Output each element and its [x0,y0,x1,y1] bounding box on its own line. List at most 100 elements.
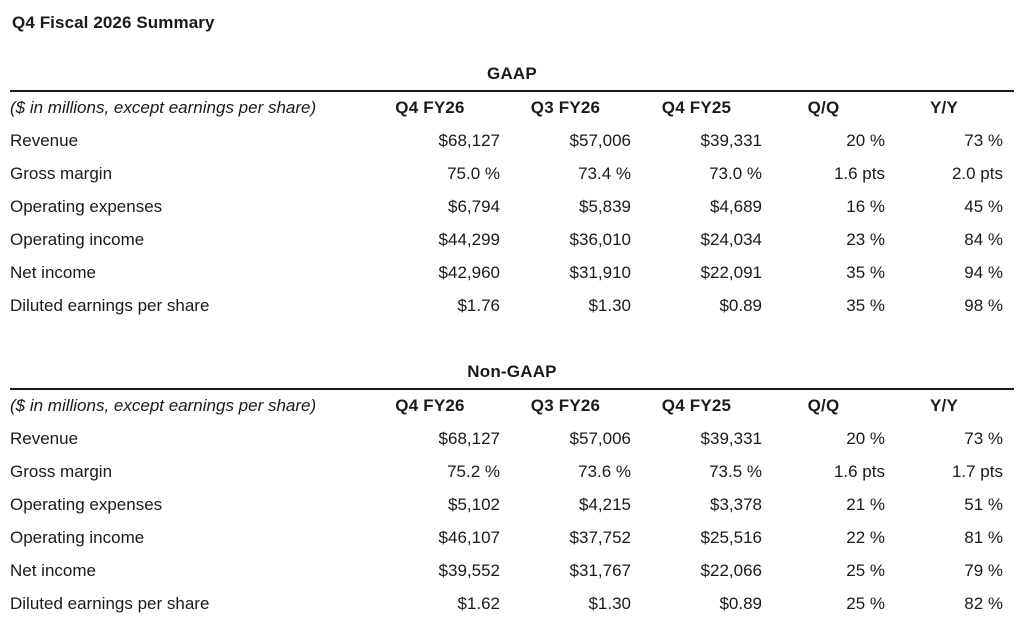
column-header: Y/Y [929,396,958,415]
cell-value: $6,794 [448,196,500,216]
cell-value: $37,752 [569,527,631,547]
cell-value: 1.6 pts [833,461,885,481]
cell-value: 73 % [964,428,1003,448]
non-gaap-table-title: Non-GAAP [467,362,557,381]
table-row: Revenue $68,127 $57,006 $39,331 20 % 73 % [10,422,1014,455]
column-header: Q3 FY26 [530,396,601,415]
row-label: Operating expenses [10,196,163,216]
table-row: Revenue $68,127 $57,006 $39,331 20 % 73 % [10,124,1014,157]
cell-value: $68,127 [438,428,500,448]
cell-value: $44,299 [438,229,500,249]
cell-value: 25 % [846,560,885,580]
cell-value: $4,689 [710,196,762,216]
cell-value: 84 % [964,229,1003,249]
row-label: Net income [10,560,96,580]
row-label: Operating income [10,527,145,547]
row-label: Revenue [10,130,79,150]
cell-value: $3,378 [710,494,762,514]
cell-value: 73.6 % [578,461,631,481]
cell-value: 1.6 pts [833,163,885,183]
table-header-row: ($ in millions, except earnings per shar… [10,389,1014,422]
cell-value: $1.62 [457,593,500,613]
cell-value: 94 % [964,262,1003,282]
table-row: Gross margin 75.2 % 73.6 % 73.5 % 1.6 pts 1.7… [10,455,1014,488]
cell-value: 73.4 % [578,163,631,183]
table-row: Diluted earnings per share $1.62 $1.30 $0.8… [10,587,1014,620]
cell-value: 81 % [964,527,1003,547]
cell-value: 75.0 % [447,163,500,183]
non-gaap-table: ($ in millions, except earnings per shar… [10,388,1014,620]
column-header: Q4 FY25 [661,396,732,415]
cell-value: 98 % [964,295,1003,315]
cell-value: $46,107 [438,527,500,547]
row-label: Operating expenses [10,494,163,514]
row-label: Diluted earnings per share [10,593,210,613]
cell-value: $31,767 [569,560,631,580]
column-header: Q3 FY26 [530,98,601,117]
cell-value: 82 % [964,593,1003,613]
table-row: Operating income $44,299 $36,010 $24,034 23 … [10,223,1014,256]
cell-value: 35 % [846,295,885,315]
cell-value: 20 % [846,428,885,448]
cell-value: $57,006 [569,428,631,448]
row-label: Operating income [10,229,145,249]
cell-value: $39,331 [700,130,762,150]
cell-value: 23 % [846,229,885,249]
cell-value: 22 % [846,527,885,547]
row-label: Revenue [10,428,79,448]
column-header: Q/Q [807,98,840,117]
column-header: Q4 FY26 [395,98,465,117]
table-row: Gross margin 75.0 % 73.4 % 73.0 % 1.6 pts 2.0… [10,157,1014,190]
cell-value: $0.89 [719,593,762,613]
column-header: Q4 FY26 [395,396,465,415]
cell-value: 73 % [964,130,1003,150]
cell-value: $57,006 [569,130,631,150]
cell-value: 2.0 pts [951,163,1003,183]
cell-value: $22,091 [700,262,762,282]
table-row: Diluted earnings per share $1.76 $1.30 $0.8… [10,289,1014,322]
table-header-row: ($ in millions, except earnings per shar… [10,91,1014,124]
cell-value: $42,960 [438,262,500,282]
column-header: Q/Q [807,396,840,415]
cell-value: 73.5 % [709,461,762,481]
cell-value: $0.89 [719,295,762,315]
cell-value: $31,910 [569,262,631,282]
cell-value: $4,215 [579,494,631,514]
row-label: Gross margin [10,163,113,183]
cell-value: $36,010 [569,229,631,249]
cell-value: $1.30 [588,593,631,613]
cell-value: $22,066 [700,560,762,580]
cell-value: $39,552 [438,560,500,580]
cell-value: 79 % [964,560,1003,580]
column-header: Q4 FY25 [661,98,732,117]
units-note: ($ in millions, except earnings per shar… [10,396,317,415]
cell-value: 51 % [964,494,1003,514]
cell-value: 20 % [846,130,885,150]
cell-value: 73.0 % [709,163,762,183]
table-row: Operating income $46,107 $37,752 $25,516 22 … [10,521,1014,554]
cell-value: $5,102 [448,494,500,514]
gaap-table-title: GAAP [487,64,537,83]
cell-value: $1.30 [588,295,631,315]
cell-value: 45 % [964,196,1003,216]
units-note: ($ in millions, except earnings per shar… [10,98,317,117]
row-label: Gross margin [10,461,113,481]
row-label: Net income [10,262,96,282]
non-gaap-section: Non-GAAP ($ in millions, except earnings… [0,362,1024,620]
cell-value: $5,839 [579,196,631,216]
table-row: Net income $42,960 $31,910 $22,091 35 % 94 % [10,256,1014,289]
cell-value: 75.2 % [447,461,500,481]
page-title: Q4 Fiscal 2026 Summary [12,13,215,32]
column-header: Y/Y [929,98,958,117]
table-row: Operating expenses $6,794 $5,839 $4,689 16 %… [10,190,1014,223]
cell-value: $25,516 [700,527,762,547]
cell-value: $1.76 [457,295,500,315]
table-row: Net income $39,552 $31,767 $22,066 25 % 79 % [10,554,1014,587]
cell-value: 25 % [846,593,885,613]
cell-value: $24,034 [700,229,762,249]
gaap-table: ($ in millions, except earnings per shar… [10,90,1014,322]
cell-value: 1.7 pts [951,461,1003,481]
cell-value: $39,331 [700,428,762,448]
table-row: Operating expenses $5,102 $4,215 $3,378 21 %… [10,488,1014,521]
cell-value: $68,127 [438,130,500,150]
